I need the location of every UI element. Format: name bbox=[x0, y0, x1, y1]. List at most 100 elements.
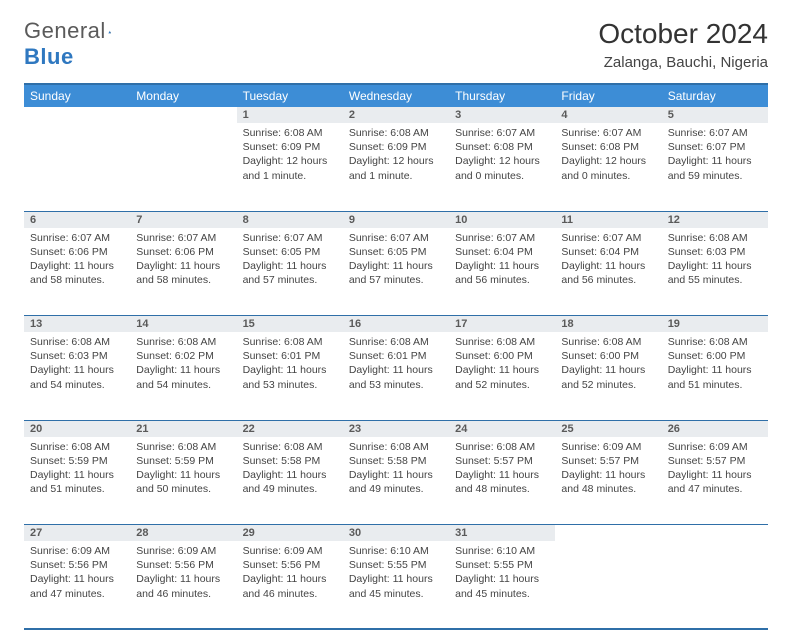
calendar-table: SundayMondayTuesdayWednesdayThursdayFrid… bbox=[24, 83, 768, 630]
daylight-line: Daylight: 11 hours and 56 minutes. bbox=[455, 259, 549, 287]
sunset-line: Sunset: 6:04 PM bbox=[561, 245, 655, 259]
content-row: Sunrise: 6:08 AMSunset: 6:03 PMDaylight:… bbox=[24, 332, 768, 420]
sunrise-line: Sunrise: 6:09 AM bbox=[668, 440, 762, 454]
day-number: 1 bbox=[237, 107, 343, 123]
content-row: Sunrise: 6:09 AMSunset: 5:56 PMDaylight:… bbox=[24, 541, 768, 629]
sunrise-line: Sunrise: 6:08 AM bbox=[243, 335, 337, 349]
weekday-header: Tuesday bbox=[237, 84, 343, 107]
daynum-row: 2728293031 bbox=[24, 525, 768, 542]
daynum-cell: 10 bbox=[449, 211, 555, 228]
day-number: 11 bbox=[555, 212, 661, 228]
day-details: Sunrise: 6:07 AMSunset: 6:04 PMDaylight:… bbox=[555, 228, 661, 294]
daylight-line: Daylight: 11 hours and 55 minutes. bbox=[668, 259, 762, 287]
day-cell: Sunrise: 6:08 AMSunset: 6:01 PMDaylight:… bbox=[237, 332, 343, 420]
day-details: Sunrise: 6:09 AMSunset: 5:56 PMDaylight:… bbox=[130, 541, 236, 607]
day-details: Sunrise: 6:08 AMSunset: 5:57 PMDaylight:… bbox=[449, 437, 555, 503]
sunset-line: Sunset: 5:56 PM bbox=[30, 558, 124, 572]
sunrise-line: Sunrise: 6:08 AM bbox=[136, 335, 230, 349]
sunset-line: Sunset: 6:06 PM bbox=[30, 245, 124, 259]
day-details: Sunrise: 6:08 AMSunset: 6:01 PMDaylight:… bbox=[237, 332, 343, 398]
day-number: 6 bbox=[24, 212, 130, 228]
daylight-line: Daylight: 11 hours and 49 minutes. bbox=[349, 468, 443, 496]
logo-text-blue: Blue bbox=[24, 44, 74, 69]
day-number: 14 bbox=[130, 316, 236, 332]
day-details: Sunrise: 6:07 AMSunset: 6:05 PMDaylight:… bbox=[343, 228, 449, 294]
month-title: October 2024 bbox=[598, 18, 768, 50]
day-cell: Sunrise: 6:08 AMSunset: 5:57 PMDaylight:… bbox=[449, 437, 555, 525]
day-cell: Sunrise: 6:07 AMSunset: 6:08 PMDaylight:… bbox=[449, 123, 555, 211]
day-number: 18 bbox=[555, 316, 661, 332]
sunrise-line: Sunrise: 6:08 AM bbox=[30, 335, 124, 349]
day-cell: Sunrise: 6:08 AMSunset: 6:00 PMDaylight:… bbox=[662, 332, 768, 420]
sunset-line: Sunset: 5:57 PM bbox=[561, 454, 655, 468]
sunrise-line: Sunrise: 6:07 AM bbox=[561, 231, 655, 245]
sunrise-line: Sunrise: 6:10 AM bbox=[349, 544, 443, 558]
sunrise-line: Sunrise: 6:08 AM bbox=[349, 440, 443, 454]
day-details: Sunrise: 6:07 AMSunset: 6:08 PMDaylight:… bbox=[555, 123, 661, 189]
day-number: 20 bbox=[24, 421, 130, 437]
daynum-cell bbox=[555, 525, 661, 542]
daynum-cell: 27 bbox=[24, 525, 130, 542]
weekday-header: Thursday bbox=[449, 84, 555, 107]
sunrise-line: Sunrise: 6:09 AM bbox=[561, 440, 655, 454]
sunset-line: Sunset: 6:09 PM bbox=[349, 140, 443, 154]
sunrise-line: Sunrise: 6:10 AM bbox=[455, 544, 549, 558]
daynum-cell: 13 bbox=[24, 316, 130, 333]
daynum-cell: 9 bbox=[343, 211, 449, 228]
day-cell: Sunrise: 6:08 AMSunset: 5:58 PMDaylight:… bbox=[237, 437, 343, 525]
daylight-line: Daylight: 11 hours and 53 minutes. bbox=[243, 363, 337, 391]
daylight-line: Daylight: 11 hours and 58 minutes. bbox=[136, 259, 230, 287]
day-number bbox=[662, 525, 768, 529]
daynum-cell: 28 bbox=[130, 525, 236, 542]
day-number: 10 bbox=[449, 212, 555, 228]
sunset-line: Sunset: 5:56 PM bbox=[243, 558, 337, 572]
daynum-cell: 26 bbox=[662, 420, 768, 437]
day-details: Sunrise: 6:08 AMSunset: 5:59 PMDaylight:… bbox=[24, 437, 130, 503]
daylight-line: Daylight: 11 hours and 52 minutes. bbox=[561, 363, 655, 391]
day-details: Sunrise: 6:08 AMSunset: 6:00 PMDaylight:… bbox=[449, 332, 555, 398]
day-details: Sunrise: 6:07 AMSunset: 6:05 PMDaylight:… bbox=[237, 228, 343, 294]
content-row: Sunrise: 6:07 AM Sunset: 6:06 PM Daylight:… bbox=[24, 228, 768, 316]
daynum-cell: 20 bbox=[24, 420, 130, 437]
daylight-line: Daylight: 12 hours and 0 minutes. bbox=[455, 154, 549, 182]
day-number: 17 bbox=[449, 316, 555, 332]
day-cell: Sunrise: 6:07 AMSunset: 6:04 PMDaylight:… bbox=[555, 228, 661, 316]
day-number bbox=[555, 525, 661, 529]
day-cell: Sunrise: 6:08 AMSunset: 5:59 PMDaylight:… bbox=[130, 437, 236, 525]
day-details: Sunrise: 6:08 AMSunset: 6:03 PMDaylight:… bbox=[662, 228, 768, 294]
daynum-cell bbox=[662, 525, 768, 542]
daynum-cell: 1 bbox=[237, 107, 343, 123]
day-cell: Sunrise: 6:07 AMSunset: 6:05 PMDaylight:… bbox=[237, 228, 343, 316]
sunset-line: Sunset: 5:57 PM bbox=[455, 454, 549, 468]
daynum-cell: 23 bbox=[343, 420, 449, 437]
day-number: 8 bbox=[237, 212, 343, 228]
day-details: Sunrise: 6:09 AMSunset: 5:56 PMDaylight:… bbox=[237, 541, 343, 607]
daynum-cell: 24 bbox=[449, 420, 555, 437]
day-details: Sunrise: 6:10 AMSunset: 5:55 PMDaylight:… bbox=[343, 541, 449, 607]
location-text: Zalanga, Bauchi, Nigeria bbox=[598, 54, 768, 71]
day-number: 3 bbox=[449, 107, 555, 123]
day-number: 24 bbox=[449, 421, 555, 437]
weekday-header: Friday bbox=[555, 84, 661, 107]
sunset-line: Sunset: 6:03 PM bbox=[668, 245, 762, 259]
day-details: Sunrise: 6:08 AMSunset: 6:01 PMDaylight:… bbox=[343, 332, 449, 398]
day-cell bbox=[130, 123, 236, 211]
daylight-line: Daylight: 11 hours and 57 minutes. bbox=[243, 259, 337, 287]
daylight-line: Daylight: 11 hours and 45 minutes. bbox=[455, 572, 549, 600]
day-cell: Sunrise: 6:08 AMSunset: 6:09 PMDaylight:… bbox=[237, 123, 343, 211]
sunset-line: Sunset: 5:55 PM bbox=[455, 558, 549, 572]
sunrise-line: Sunrise: 6:08 AM bbox=[349, 335, 443, 349]
day-cell: Sunrise: 6:07 AMSunset: 6:06 PMDaylight:… bbox=[24, 228, 130, 316]
day-number: 2 bbox=[343, 107, 449, 123]
day-number: 23 bbox=[343, 421, 449, 437]
weekday-header: Saturday bbox=[662, 84, 768, 107]
day-number: 9 bbox=[343, 212, 449, 228]
day-details: Sunrise: 6:07 AMSunset: 6:04 PMDaylight:… bbox=[449, 228, 555, 294]
sunset-line: Sunset: 6:05 PM bbox=[349, 245, 443, 259]
daynum-cell: 4 bbox=[555, 107, 661, 123]
sunrise-line: Sunrise: 6:08 AM bbox=[455, 440, 549, 454]
day-cell: Sunrise: 6:09 AMSunset: 5:57 PMDaylight:… bbox=[555, 437, 661, 525]
day-number: 28 bbox=[130, 525, 236, 541]
sunrise-line: Sunrise: 6:07 AM bbox=[455, 231, 549, 245]
sunset-line: Sunset: 5:59 PM bbox=[136, 454, 230, 468]
